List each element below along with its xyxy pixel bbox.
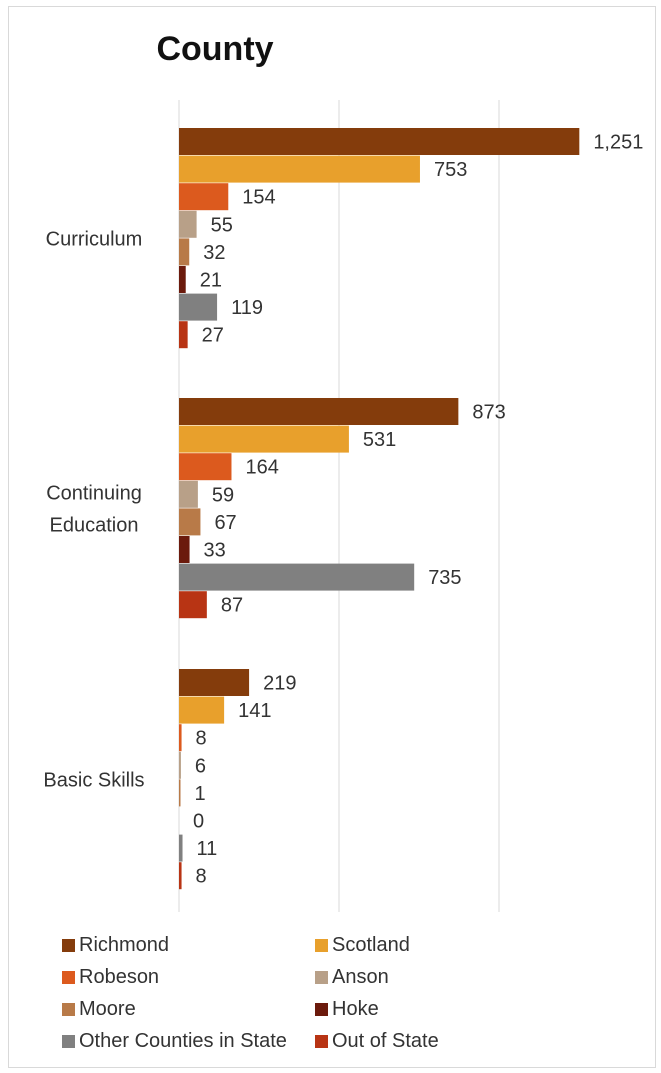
legend-label: Richmond [79,934,170,956]
legend-item-anson: Anson [315,966,389,989]
bar-robeson-basic-skills [179,724,182,752]
data-label: 67 [214,512,236,534]
data-label: 8 [196,866,207,888]
legend-item-moore: Moore [62,998,136,1021]
legend-item-hoke: Hoke [315,998,379,1021]
data-label: 119 [231,297,263,319]
data-label: 27 [202,325,224,347]
bar-scotland-curriculum [179,155,420,183]
data-label: 219 [263,673,296,695]
bar-moore-basic-skills [179,779,181,807]
data-label: 87 [221,595,243,617]
data-label: 8 [196,728,207,750]
legend-label: Robeson [79,966,160,988]
data-label: 0 [193,811,204,833]
bar-scotland-basic-skills [179,696,225,724]
legend-item-scotland: Scotland [315,934,410,957]
bar-anson-basic-skills [179,751,181,779]
data-label: 154 [242,187,275,209]
category-label-continuing-education: Continuing Education [46,482,142,536]
bar-richmond-curriculum [179,128,580,155]
data-label: 55 [211,214,233,236]
data-label: 735 [428,567,461,589]
bar-other-counties-in-state-curriculum [179,293,218,321]
legend-swatch [315,1035,328,1048]
bar-other-counties-in-state-continuing-education [179,563,415,591]
legend-label: Anson [332,966,389,988]
bar-robeson-continuing-education [179,453,232,481]
bar-anson-curriculum [179,210,197,238]
legend-item-out-of-state: Out of State [315,1030,439,1053]
legend-swatch [62,1035,75,1048]
chart-title: County [156,30,274,68]
category-label-curriculum: Curriculum [46,228,143,250]
bar-out-of-state-curriculum [179,321,188,349]
legend-label: Hoke [332,998,379,1020]
category-label-basic-skills: Basic Skills [43,769,144,791]
bar-hoke-curriculum [179,266,186,293]
legend-swatch [315,971,328,984]
legend-item-other-counties-in-state: Other Counties in State [62,1030,287,1053]
bar-other-counties-in-state-basic-skills [179,834,183,862]
data-label: 753 [434,159,467,181]
bar-chart: Curriculum 1,251 753 154 55 32 21 119 27 Continui… [43,100,643,912]
bar-anson-continuing-education [179,480,198,508]
bar-out-of-state-basic-skills [179,862,182,890]
chart-frame [8,6,656,1068]
data-label: 164 [245,457,278,479]
data-label: 141 [238,700,271,722]
legend-item-richmond: Richmond [62,934,169,957]
legend-swatch [62,939,75,952]
bar-moore-continuing-education [179,508,201,536]
bar-moore-curriculum [179,238,190,266]
bar-richmond-basic-skills [179,669,250,696]
legend-label: Out of State [332,1030,439,1052]
data-label: 32 [203,242,225,264]
data-label: 11 [197,838,218,860]
legend-label: Scotland [332,934,410,956]
bar-richmond-continuing-education [179,398,459,425]
data-label: 6 [195,755,206,777]
data-label: 59 [212,484,234,506]
data-label: 531 [363,429,396,451]
legend-swatch [315,939,328,952]
data-label: 21 [200,270,222,292]
legend-swatch [62,1003,75,1016]
bar-scotland-continuing-education [179,425,349,453]
data-label: 33 [204,540,226,562]
data-label: 873 [472,402,505,424]
legend-swatch [315,1003,328,1016]
bar-out-of-state-continuing-education [179,591,207,619]
data-label: 1,251 [593,132,643,154]
bar-robeson-curriculum [179,183,229,211]
legend-swatch [62,971,75,984]
data-label: 1 [195,783,206,805]
legend-item-robeson: Robeson [62,966,159,989]
legend-label: Other Counties in State [79,1030,287,1052]
bar-hoke-continuing-education [179,536,190,563]
legend-label: Moore [79,998,136,1020]
